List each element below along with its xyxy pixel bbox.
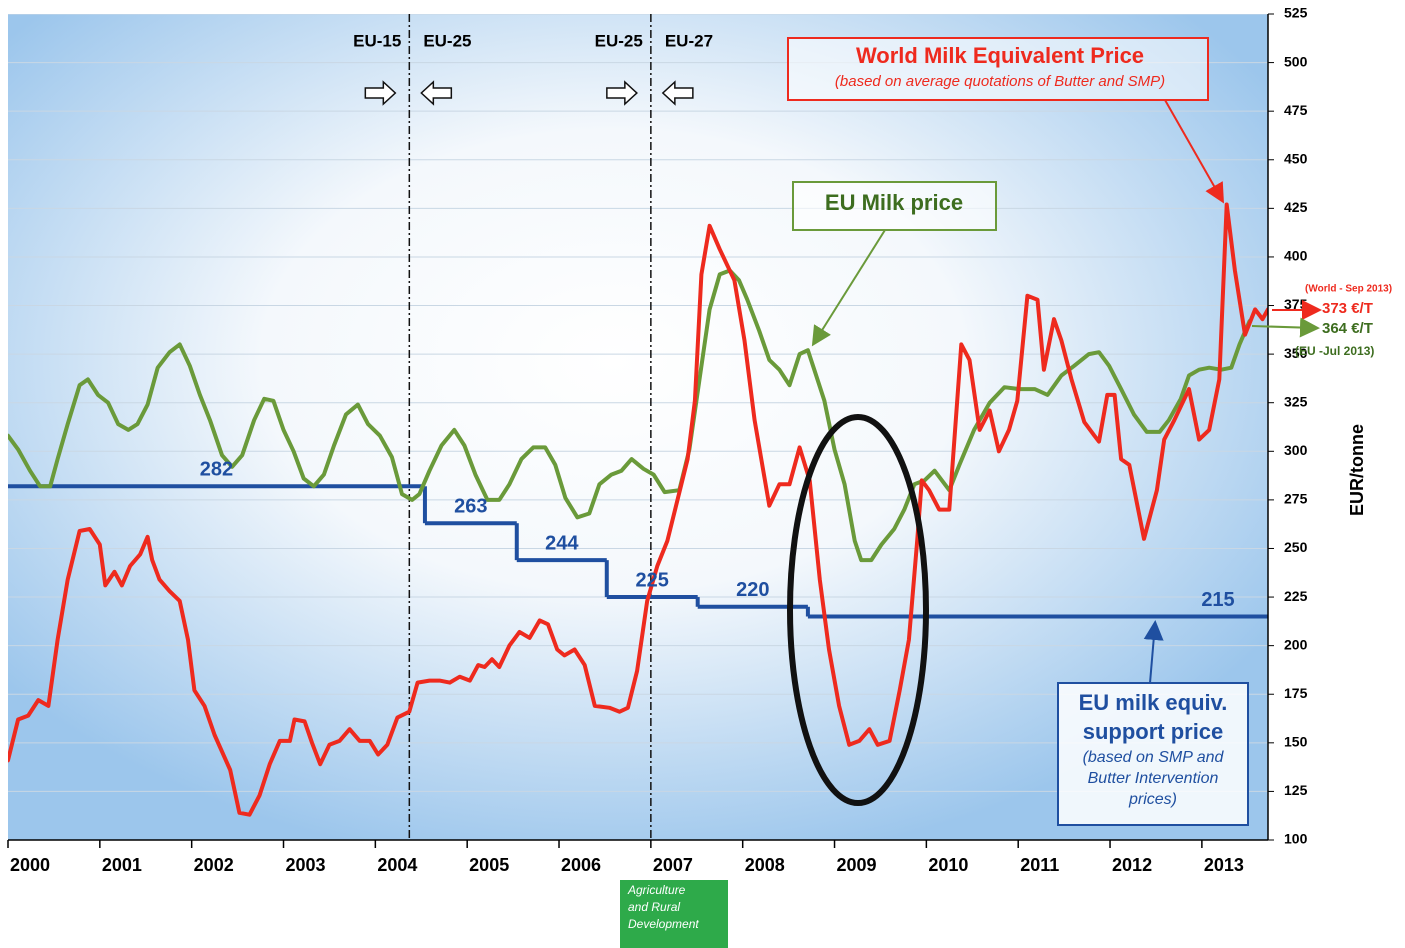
enlargement-after: EU-25	[423, 31, 471, 50]
world-end-value: 373 €/T	[1322, 300, 1373, 317]
y-tick-label: 100	[1284, 831, 1308, 847]
y-tick-label: 350	[1284, 345, 1308, 361]
support-note: prices)	[1128, 791, 1177, 808]
logo-text: Agriculture	[627, 883, 686, 897]
x-tick-label: 2004	[377, 855, 417, 875]
arrow-left	[420, 80, 453, 106]
logo-text: Development	[628, 917, 699, 931]
eu-arrow	[811, 229, 886, 347]
y-tick-label: 275	[1284, 491, 1308, 507]
x-tick-label: 2002	[194, 855, 234, 875]
y-tick-label: 375	[1284, 296, 1308, 312]
enlargement-before: EU-25	[595, 31, 643, 50]
y-tick-label: 250	[1284, 539, 1308, 555]
enlargement-before: EU-15	[353, 31, 401, 50]
world-arrow	[1164, 99, 1224, 204]
support-note: Butter Intervention	[1088, 770, 1219, 787]
world-box	[787, 37, 1209, 101]
x-tick-label: 2011	[1020, 855, 1059, 875]
world-title: World Milk Equivalent Price	[856, 43, 1144, 68]
support-label: 215	[1201, 589, 1234, 611]
eu-end-note: (EU -Jul 2013)	[1295, 344, 1374, 358]
x-tick-label: 2012	[1112, 855, 1152, 875]
world-end-note: (World - Sep 2013)	[1305, 284, 1392, 295]
x-tick-label: 2007	[653, 855, 693, 875]
y-tick-label: 225	[1284, 588, 1308, 604]
logo-text: and Rural	[628, 900, 680, 914]
y-tick-label: 200	[1284, 636, 1308, 652]
support-label: 263	[454, 495, 487, 517]
x-tick-label: 2006	[561, 855, 601, 875]
y-tick-label: 150	[1284, 734, 1308, 750]
series-line	[8, 202, 1268, 817]
support-label: 225	[636, 569, 669, 591]
y-tick-label: 500	[1284, 53, 1308, 69]
y-tick-label: 175	[1284, 685, 1308, 701]
y-axis-label: EUR/tonne	[1347, 424, 1367, 516]
support-label: 282	[200, 459, 233, 481]
x-tick-label: 2008	[745, 855, 785, 875]
eu-end-arrow	[1251, 317, 1320, 338]
enlargement-after: EU-27	[665, 31, 713, 50]
y-tick-label: 300	[1284, 442, 1308, 458]
arrow-left	[661, 80, 694, 106]
x-tick-label: 2001	[102, 855, 142, 875]
support-title: EU milk equiv.	[1079, 690, 1228, 715]
x-tick-label: 2013	[1204, 855, 1244, 875]
eu-box	[792, 181, 997, 231]
eu-end-value: 364 €/T	[1322, 320, 1373, 337]
y-tick-label: 450	[1284, 150, 1308, 166]
world-subtitle: (based on average quotations of Butter a…	[835, 73, 1165, 90]
arrow-right	[364, 80, 397, 106]
y-tick-label: 475	[1284, 102, 1308, 118]
support-note: (based on SMP and	[1083, 749, 1225, 766]
arrow-right	[606, 80, 638, 106]
y-tick-label: 400	[1284, 248, 1308, 264]
highlight-ellipse	[787, 414, 929, 806]
y-tick-label: 525	[1284, 5, 1308, 21]
x-tick-label: 2003	[286, 855, 326, 875]
series-line	[8, 268, 1252, 563]
eu-title: EU Milk price	[825, 190, 963, 215]
support-box	[1057, 682, 1249, 826]
support-label: 244	[545, 532, 579, 554]
x-tick-label: 2005	[469, 855, 509, 875]
y-tick-label: 125	[1284, 782, 1308, 798]
support-arrow	[1143, 620, 1164, 684]
logo-box	[620, 880, 728, 948]
y-tick-label: 325	[1284, 393, 1308, 409]
support-title: support price	[1083, 719, 1224, 744]
support-label: 220	[736, 579, 769, 601]
x-tick-label: 2000	[10, 855, 50, 875]
y-tick-label: 425	[1284, 199, 1308, 215]
x-tick-label: 2010	[928, 855, 968, 875]
x-tick-label: 2009	[837, 855, 877, 875]
